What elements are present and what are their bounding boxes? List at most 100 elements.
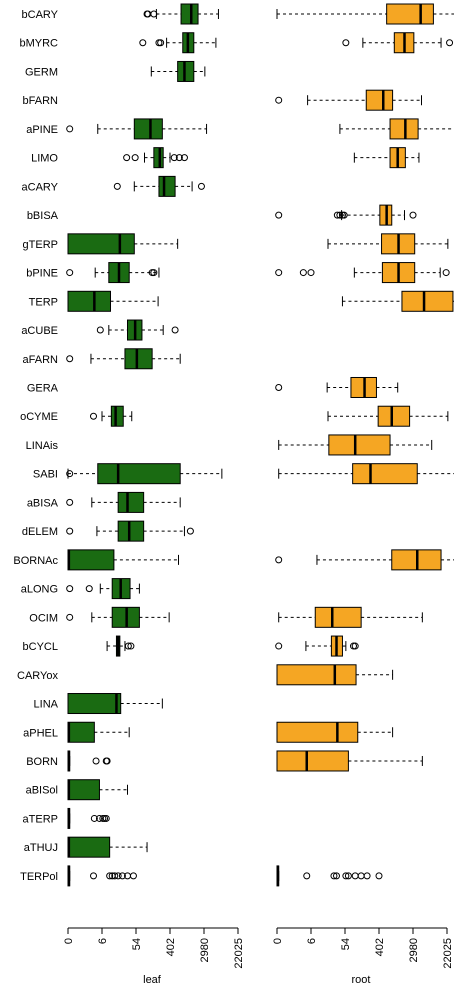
box-iqr [110, 405, 124, 427]
box-iqr [276, 750, 349, 772]
root-panel: 0 6 54 402 2980 22025 [272, 3, 454, 969]
box-GERM [150, 60, 206, 82]
box-bCYCL [106, 635, 135, 657]
outlier-point [175, 154, 183, 162]
x-tick-label: 6 [97, 938, 109, 944]
box-TERPol [276, 865, 383, 887]
outlier-point [171, 326, 179, 334]
category-label-aPINE: aPINE [26, 124, 58, 136]
leaf-axis-label: leaf [143, 974, 162, 986]
box-aPHEL [276, 721, 394, 743]
box-iqr [97, 463, 181, 485]
box-LINAis [278, 434, 433, 456]
outlier-point [307, 269, 315, 277]
category-label-BORNAc: BORNAc [13, 555, 58, 567]
outlier-point [357, 872, 365, 880]
outlier-point [299, 269, 307, 277]
outlier-point [66, 527, 74, 535]
box-aPINE [66, 118, 208, 140]
category-label-aLONG: aLONG [21, 584, 58, 596]
box-TERP [67, 290, 159, 312]
box-iqr [67, 693, 122, 715]
outlier-point [129, 872, 137, 880]
box-OCIM [66, 606, 170, 628]
box-iqr [117, 520, 145, 542]
box-LINA [67, 693, 163, 715]
box-LIMO [123, 147, 188, 169]
box-TERPol [67, 865, 137, 887]
outlier-point [95, 814, 103, 822]
category-label-aBISA: aBISA [27, 497, 59, 509]
box-iqr [314, 606, 362, 628]
category-label-oCYME: oCYME [20, 411, 58, 423]
box-oCYME [327, 405, 449, 427]
box-iqr [117, 491, 145, 513]
outlier-point [275, 383, 283, 391]
category-label-LINAis: LINAis [26, 440, 59, 452]
box-iqr [67, 779, 100, 801]
category-label-TERPol: TERPol [20, 871, 58, 883]
outlier-point [102, 814, 110, 822]
outlier-point [66, 613, 74, 621]
box-bCYCL [275, 635, 359, 657]
category-label-TERP: TERP [29, 296, 58, 308]
outlier-point [150, 10, 158, 18]
box-bPINE [275, 262, 450, 284]
outlier-point [342, 39, 350, 47]
category-label-bCYCL: bCYCL [23, 641, 58, 653]
outlier-point [303, 872, 311, 880]
outlier-point [124, 642, 132, 650]
box-BORN [67, 750, 111, 772]
box-SABI [66, 463, 223, 485]
outlier-point [275, 96, 283, 104]
outlier-point [170, 154, 178, 162]
outlier-point [344, 872, 352, 880]
outlier-point [409, 211, 417, 219]
box-gTERP [327, 233, 449, 255]
outlier-point [90, 872, 97, 880]
box-aTERP [67, 807, 110, 829]
box-BORNAc [67, 549, 179, 571]
outlier-point [90, 814, 98, 822]
outlier-point [113, 182, 121, 190]
box-bPINE [66, 262, 160, 284]
box-iqr [67, 549, 115, 571]
x-tick-label: 0 [272, 938, 284, 944]
box-aFARN [66, 348, 181, 370]
outlier-point [127, 642, 135, 650]
outlier-point [375, 872, 383, 880]
outlier-point [342, 872, 350, 880]
outlier-point [96, 326, 104, 334]
box-iqr [276, 721, 359, 743]
category-label-aCARY: aCARY [22, 181, 59, 193]
box-LIMO [353, 147, 420, 169]
outlier-point [157, 39, 165, 47]
outlier-point [340, 211, 348, 219]
x-tick-label: 402 [165, 938, 177, 956]
category-label-bPINE: bPINE [26, 268, 58, 280]
outlier-point [118, 872, 126, 880]
box-TERP [341, 290, 454, 312]
outlier-point [139, 39, 147, 47]
outlier-point [66, 125, 74, 133]
outlier-point [66, 498, 74, 506]
outlier-point [66, 585, 74, 593]
outlier-point [150, 269, 158, 277]
outlier-point [333, 872, 340, 880]
x-tick-label: 6 [306, 938, 318, 944]
category-label-LINA: LINA [34, 699, 59, 711]
category-label-bCARY: bCARY [22, 9, 59, 21]
category-label-BORN: BORN [26, 756, 58, 768]
box-aCUBE [96, 319, 179, 341]
box-iqr [177, 60, 195, 82]
category-label-bBISA: bBISA [27, 210, 59, 222]
box-iqr [389, 118, 419, 140]
box-aBISA [66, 491, 181, 513]
box-iqr [67, 836, 111, 858]
box-aBISol [67, 779, 128, 801]
box-bMYRC [139, 32, 217, 54]
x-tick-label: 22025 [442, 938, 454, 969]
outlier-point [442, 269, 450, 277]
root-axis-label: root [352, 974, 371, 986]
